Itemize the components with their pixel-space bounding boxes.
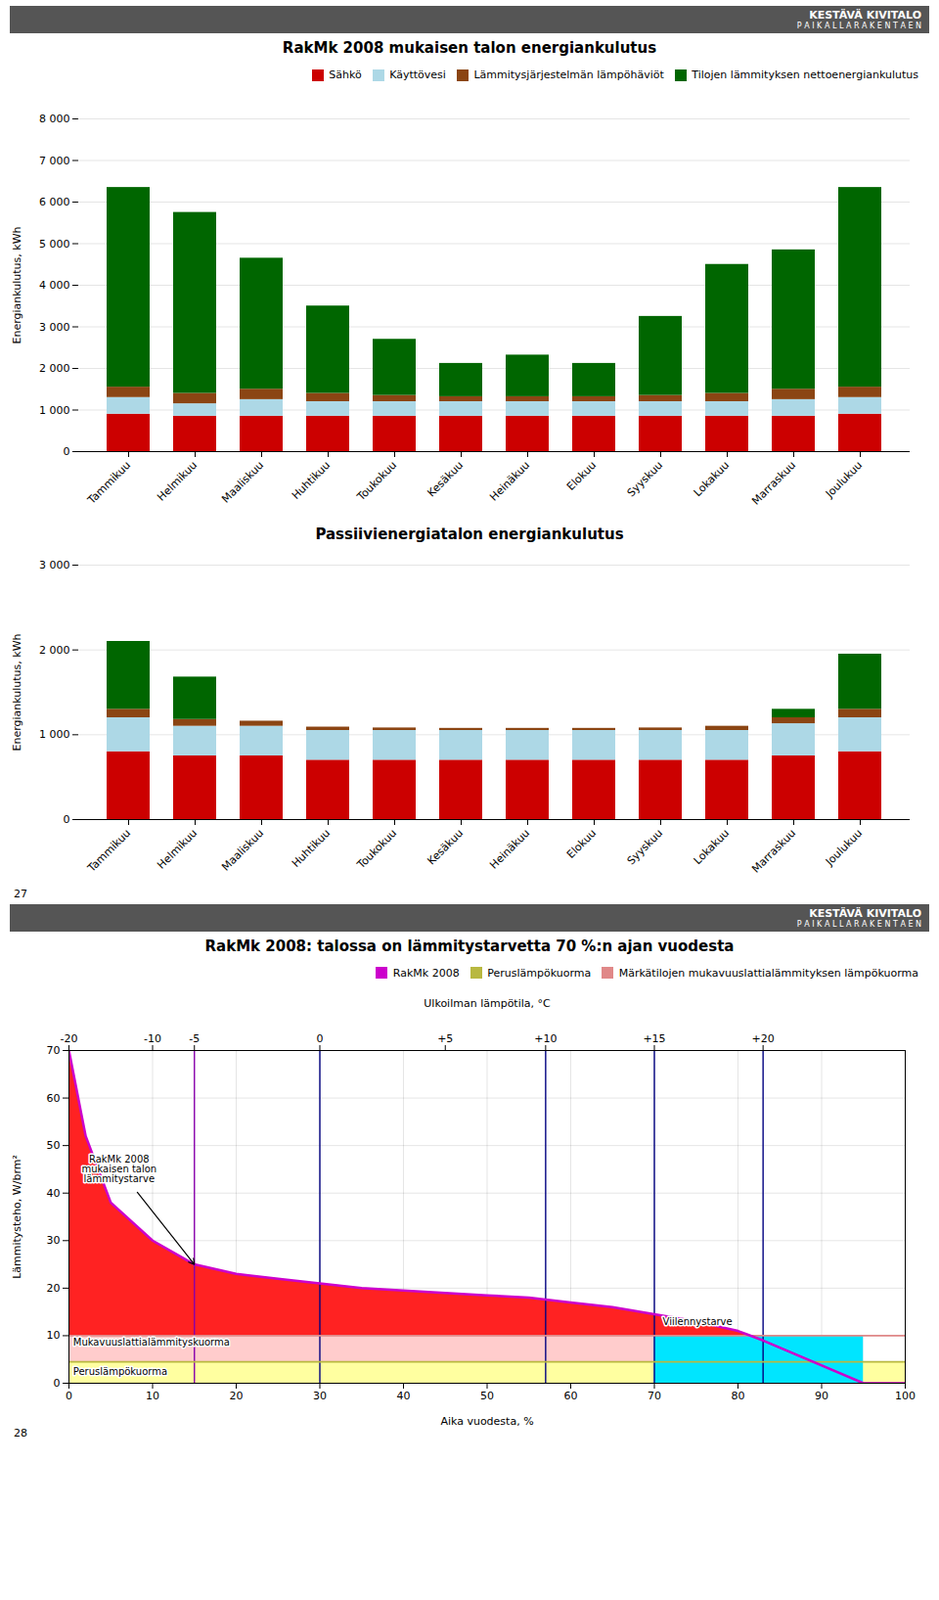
svg-text:60: 60 — [564, 1388, 579, 1402]
svg-text:Energiankulutus, kWh: Energiankulutus, kWh — [10, 632, 24, 751]
svg-text:2 000: 2 000 — [39, 361, 71, 375]
svg-text:Joulukuu: Joulukuu — [822, 457, 865, 500]
svg-text:+15: +15 — [642, 1031, 666, 1045]
html-text:27: 27 — [13, 886, 28, 900]
svg-text:Heinäkuu: Heinäkuu — [487, 457, 533, 503]
svg-text:Elokuu: Elokuu — [564, 457, 599, 492]
svg-text:70: 70 — [647, 1388, 662, 1402]
svg-text:Elokuu: Elokuu — [564, 825, 599, 860]
svg-text:Peruslämpökuorma: Peruslämpökuorma — [73, 1365, 168, 1377]
svg-text:30: 30 — [46, 1233, 61, 1247]
svg-text:10: 10 — [145, 1388, 160, 1402]
svg-text:Viilennystarve: Viilennystarve — [663, 1315, 733, 1327]
svg-text:70: 70 — [46, 1043, 61, 1057]
svg-text:Lokakuu: Lokakuu — [691, 457, 732, 498]
svg-text:7 000: 7 000 — [39, 153, 71, 167]
svg-text:60: 60 — [46, 1091, 61, 1105]
svg-text:Heinäkuu: Heinäkuu — [487, 825, 533, 871]
svg-text:Tammikuu: Tammikuu — [85, 825, 135, 875]
svg-text:40: 40 — [397, 1388, 411, 1402]
svg-text:Tammikuu: Tammikuu — [85, 457, 135, 507]
svg-text:Toukokuu: Toukokuu — [354, 457, 400, 503]
html-text:Sähkö: Sähkö — [328, 68, 362, 82]
svg-text:Aika vuodesta, %: Aika vuodesta, % — [440, 1414, 534, 1428]
svg-text:20: 20 — [46, 1281, 61, 1295]
svg-text:0: 0 — [63, 445, 71, 458]
svg-text:+10: +10 — [534, 1031, 557, 1045]
html-text:Tilojen lämmityksen nettoenerg: Tilojen lämmityksen nettoenergiankulutus — [691, 68, 919, 82]
svg-text:20: 20 — [229, 1388, 244, 1402]
svg-text:Kesäkuu: Kesäkuu — [424, 457, 466, 499]
svg-text:3 000: 3 000 — [39, 558, 71, 572]
svg-text:80: 80 — [731, 1388, 746, 1402]
svg-text:+20: +20 — [752, 1031, 775, 1045]
html-text:P A I K A L L A R A K E N T A: P A I K A L L A R A K E N T A E N — [796, 21, 922, 31]
svg-text:RakMk 2008mukaisen talonlämmit: RakMk 2008mukaisen talonlämmitystarve — [81, 1153, 157, 1184]
html-text:KESTÄVÄ KIVITALO: KESTÄVÄ KIVITALO — [809, 8, 922, 22]
html-text:Käyttövesi: Käyttövesi — [389, 68, 446, 82]
html-text:RakMk 2008: talossa on lämmity: RakMk 2008: talossa on lämmitystarvetta … — [204, 936, 735, 955]
svg-text:3 000: 3 000 — [39, 319, 71, 333]
html-text:KESTÄVÄ KIVITALO: KESTÄVÄ KIVITALO — [809, 906, 922, 919]
svg-text:+5: +5 — [437, 1031, 453, 1045]
svg-text:0: 0 — [53, 1376, 61, 1389]
svg-text:Huhtikuu: Huhtikuu — [289, 825, 333, 869]
html-text:P A I K A L L A R A K E N T A: P A I K A L L A R A K E N T A E N — [796, 918, 922, 928]
svg-text:5 000: 5 000 — [39, 236, 71, 250]
html-text:Märkätilojen mukavuuslattialäm: Märkätilojen mukavuuslattialämmityksen l… — [618, 965, 919, 979]
svg-text:6 000: 6 000 — [39, 195, 71, 209]
html-text:Peruslämpökuorma: Peruslämpökuorma — [487, 965, 591, 979]
svg-text:50: 50 — [46, 1138, 61, 1152]
svg-text:Energiankulutus, kWh: Energiankulutus, kWh — [10, 225, 24, 344]
svg-text:Maaliskuu: Maaliskuu — [219, 457, 267, 505]
svg-text:30: 30 — [313, 1388, 327, 1402]
svg-text:Maaliskuu: Maaliskuu — [219, 825, 267, 873]
svg-text:Lämmitysteho, W/brm²: Lämmitysteho, W/brm² — [10, 1154, 24, 1279]
svg-text:Mukavuuslattialämmityskuorma: Mukavuuslattialämmityskuorma — [73, 1336, 230, 1347]
svg-text:0: 0 — [65, 1388, 73, 1402]
svg-text:0: 0 — [63, 812, 71, 826]
html-text:Lämmitysjärjestelmän lämpöhävi: Lämmitysjärjestelmän lämpöhäviöt — [473, 68, 664, 82]
svg-text:90: 90 — [814, 1388, 829, 1402]
html-text:28: 28 — [13, 1426, 28, 1439]
svg-text:Toukokuu: Toukokuu — [354, 825, 400, 871]
html-text:RakMk 2008: RakMk 2008 — [393, 965, 460, 979]
svg-text:Marraskuu: Marraskuu — [749, 457, 799, 507]
svg-text:Lokakuu: Lokakuu — [691, 825, 732, 866]
svg-text:8 000: 8 000 — [39, 112, 71, 126]
svg-text:Marraskuu: Marraskuu — [749, 825, 799, 875]
svg-text:-5: -5 — [188, 1031, 200, 1045]
svg-text:Kesäkuu: Kesäkuu — [424, 825, 466, 867]
html-text:RakMk 2008 mukaisen talon ener: RakMk 2008 mukaisen talon energiankulutu… — [282, 39, 657, 57]
svg-text:2 000: 2 000 — [39, 642, 71, 656]
svg-text:1 000: 1 000 — [39, 727, 71, 741]
svg-text:Helmikuu: Helmikuu — [154, 825, 200, 871]
svg-text:0: 0 — [316, 1031, 324, 1045]
svg-text:50: 50 — [480, 1388, 494, 1402]
svg-text:40: 40 — [46, 1186, 61, 1200]
svg-text:-20: -20 — [60, 1031, 79, 1045]
svg-text:1 000: 1 000 — [39, 402, 71, 416]
svg-text:-10: -10 — [143, 1031, 162, 1045]
svg-text:Helmikuu: Helmikuu — [154, 457, 200, 503]
svg-text:Syyskuu: Syyskuu — [625, 457, 667, 499]
svg-text:Joulukuu: Joulukuu — [822, 825, 865, 868]
svg-text:4 000: 4 000 — [39, 278, 71, 292]
html-text:Passiivienergiatalon energiank: Passiivienergiatalon energiankulutus — [315, 524, 624, 543]
svg-text:10: 10 — [46, 1328, 61, 1342]
svg-text:Syyskuu: Syyskuu — [625, 825, 667, 867]
svg-text:100: 100 — [894, 1388, 916, 1402]
svg-text:Ulkoilman lämpötila, °C: Ulkoilman lämpötila, °C — [423, 996, 551, 1010]
svg-text:Huhtikuu: Huhtikuu — [289, 457, 333, 501]
